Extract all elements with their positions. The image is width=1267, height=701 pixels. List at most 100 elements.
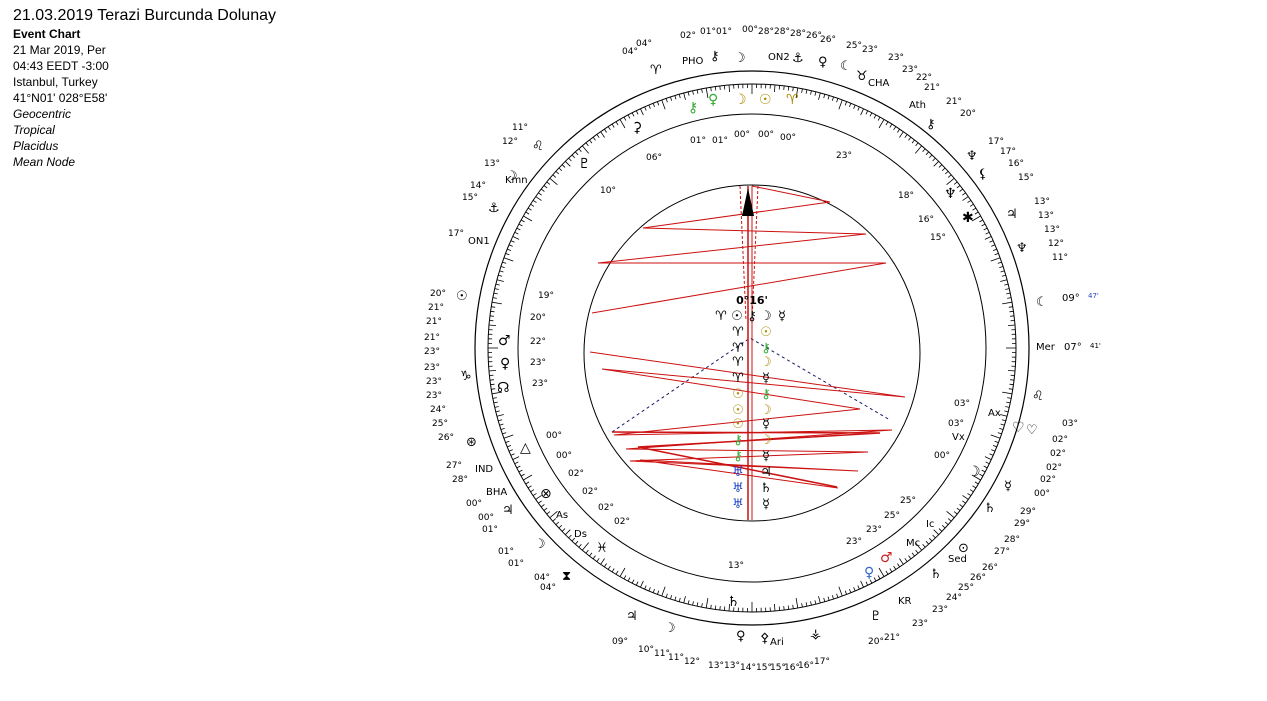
degree-tick (611, 123, 615, 128)
svg-text:12°: 12° (502, 137, 518, 147)
degree-tick (897, 128, 900, 133)
svg-text:10°: 10° (638, 645, 654, 655)
svg-text:02°: 02° (568, 469, 584, 479)
svg-text:26°: 26° (982, 563, 998, 573)
aries-glyph-icon: ♈ (715, 309, 727, 324)
ari-label: Ari (770, 637, 784, 648)
degree-tick (946, 177, 955, 186)
degree-tick (611, 568, 615, 573)
degree-tick (665, 593, 668, 598)
svg-text:17°: 17° (988, 137, 1004, 147)
degree-tick (661, 99, 666, 110)
degree-tick (505, 440, 510, 443)
degree-tick (510, 240, 515, 243)
mars-glyph-icon: ♂ (498, 333, 511, 349)
degree-tick (974, 211, 979, 215)
degree-tick (853, 104, 856, 109)
degree-tick (1004, 410, 1009, 413)
svg-text:23°: 23° (912, 619, 928, 629)
svg-text:00°: 00° (546, 431, 562, 441)
degree-tick (941, 167, 946, 171)
degree-tick (932, 157, 936, 162)
svg-text:01°: 01° (700, 27, 716, 37)
degree-tick (514, 231, 519, 235)
degree-tick (670, 595, 673, 600)
degree-tick (953, 181, 958, 185)
mercury-glyph-icon: ☿ (762, 449, 770, 464)
degree-tick (518, 469, 523, 473)
svg-text:23°: 23° (888, 53, 904, 63)
sign-glyph-icon: ♃ (626, 609, 638, 624)
degree-tick (585, 549, 589, 554)
chiron-glyph-icon: ⚷ (733, 433, 743, 448)
degree-tick (932, 534, 936, 539)
svg-text:16°: 16° (798, 661, 814, 671)
neptune-glyph-icon: ♆ (966, 149, 978, 164)
degree-tick (836, 98, 839, 103)
aries-glyph-icon: ♈ (732, 371, 744, 386)
degree-tick (661, 586, 666, 597)
degree-tick (979, 219, 984, 223)
center-label: 0°16' (736, 294, 768, 307)
degree-tick (600, 131, 605, 138)
degree-tick (984, 236, 992, 240)
svg-text:11°: 11° (512, 123, 528, 133)
svg-text:01°: 01° (482, 525, 498, 535)
degree-tick (520, 219, 525, 223)
sign-glyph-icon: ♌ (532, 139, 544, 154)
degree-tick (644, 106, 647, 111)
degree-tick (500, 427, 505, 430)
degree-tick (496, 279, 504, 282)
svg-text:20°: 20° (430, 289, 446, 299)
svg-text:09°: 09° (612, 637, 628, 647)
moon-glyph-icon: ☽ (734, 51, 746, 66)
degree-tick (869, 112, 873, 117)
sign-glyph-icon: ⚓ (488, 201, 500, 216)
mer-degree: 07° (1064, 342, 1082, 353)
degree-tick (969, 489, 974, 493)
mars-glyph-icon: ♂ (880, 550, 893, 566)
chart-type: Event Chart (13, 27, 81, 41)
degree-tick (546, 511, 551, 515)
degree-tick (877, 116, 881, 121)
degree-tick (518, 223, 523, 227)
degree-tick (527, 485, 532, 489)
degree-tick (696, 602, 699, 607)
degree-tick (692, 90, 694, 95)
degree-tick (878, 567, 885, 577)
degree-tick (787, 86, 790, 91)
degree-tick (810, 601, 812, 606)
svg-text:03°: 03° (1062, 419, 1078, 429)
degree-tick (490, 310, 495, 313)
degree-tick (1010, 315, 1015, 317)
degree-tick (492, 397, 497, 399)
circle-cross-icon: ⊗ (540, 486, 552, 502)
svg-text:02°: 02° (614, 517, 630, 527)
degree-tick (543, 185, 548, 189)
degree-tick (818, 596, 821, 604)
sun-glyph-icon: ☉ (732, 387, 744, 402)
degree-tick (983, 465, 988, 469)
svg-text:21°: 21° (424, 333, 440, 343)
svg-text:00°: 00° (780, 133, 796, 143)
center-glyph-column: ♈ ☉ ⚷ ☽ ☿ ♈ ☉ ♈ ⚷ ♈ ☽ ♈ ☿ ☉ ⚷ ☉ ☽ ☉ ☿ ⚷ … (715, 309, 786, 512)
degree-tick (532, 493, 537, 496)
degree-tick (849, 588, 852, 593)
moon-glyph-icon: ☽ (760, 309, 772, 324)
svg-text:02°: 02° (1052, 435, 1068, 445)
degree-tick (962, 500, 966, 504)
degree-tick (495, 410, 500, 413)
chiron-glyph-icon: ⚷ (761, 387, 771, 402)
chart-place: Istanbul, Turkey (13, 75, 98, 89)
kmn-label: Kmn (505, 175, 528, 186)
degree-tick (575, 540, 579, 545)
degree-tick (1009, 310, 1014, 313)
degree-tick (657, 590, 660, 595)
degree-tick (490, 383, 495, 386)
degree-tick (719, 606, 721, 611)
degree-tick (538, 500, 542, 504)
chiron-glyph-icon: ⚷ (733, 449, 743, 464)
degree-tick (489, 379, 494, 381)
ax-label: Ax (988, 408, 1001, 419)
